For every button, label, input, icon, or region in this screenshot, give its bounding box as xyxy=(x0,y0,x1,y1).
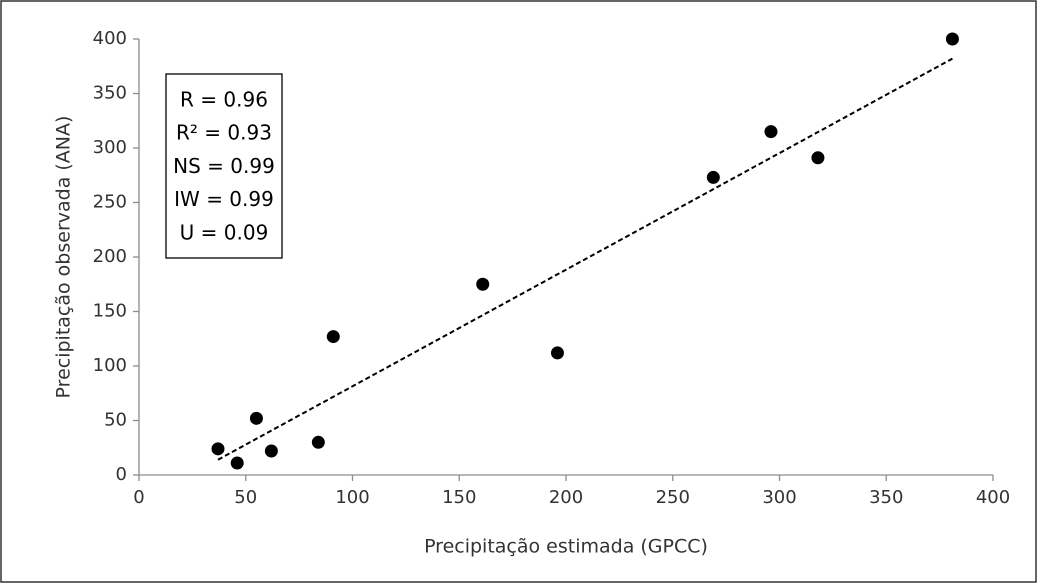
data-point xyxy=(945,32,959,46)
y-tick-label: 400 xyxy=(93,28,127,49)
data-point xyxy=(476,277,490,291)
x-tick-label: 150 xyxy=(442,487,476,508)
y-tick-label: 350 xyxy=(93,83,127,104)
annotation-text: R² = 0.93 xyxy=(176,121,272,145)
x-tick-label: 0 xyxy=(133,487,144,508)
x-tick-label: 100 xyxy=(335,487,369,508)
annotation-text: U = 0.09 xyxy=(180,220,269,244)
data-point xyxy=(550,346,564,360)
trendline xyxy=(217,57,953,461)
x-axis-label: Precipitação estimada (GPCC) xyxy=(424,536,708,558)
annotation-text: NS = 0.99 xyxy=(173,154,275,178)
y-tick-label: 200 xyxy=(93,246,127,267)
data-point xyxy=(230,456,244,470)
x-tick-label: 250 xyxy=(656,487,690,508)
y-tick-label: 300 xyxy=(93,137,127,158)
data-point xyxy=(764,125,778,139)
y-tick-label: 50 xyxy=(104,410,127,431)
data-point xyxy=(211,442,225,456)
data-point xyxy=(311,435,325,449)
y-axis-label: Precipitação observada (ANA) xyxy=(53,116,75,399)
annotation-box xyxy=(165,73,283,259)
annotation-text: IW = 0.99 xyxy=(174,187,274,211)
x-tick-label: 350 xyxy=(869,487,903,508)
y-tick-label: 100 xyxy=(93,355,127,376)
y-tick-label: 150 xyxy=(93,301,127,322)
data-point xyxy=(811,151,825,165)
data-point xyxy=(249,411,263,425)
y-tick-label: 0 xyxy=(116,464,127,485)
y-tick-label: 250 xyxy=(93,192,127,213)
data-point xyxy=(326,330,340,344)
x-tick-label: 200 xyxy=(549,487,583,508)
x-tick-label: 300 xyxy=(762,487,796,508)
data-point xyxy=(264,444,278,458)
annotation-text: R = 0.96 xyxy=(180,88,268,112)
x-tick-label: 50 xyxy=(234,487,257,508)
x-tick-label: 400 xyxy=(976,487,1010,508)
data-point xyxy=(706,170,720,184)
